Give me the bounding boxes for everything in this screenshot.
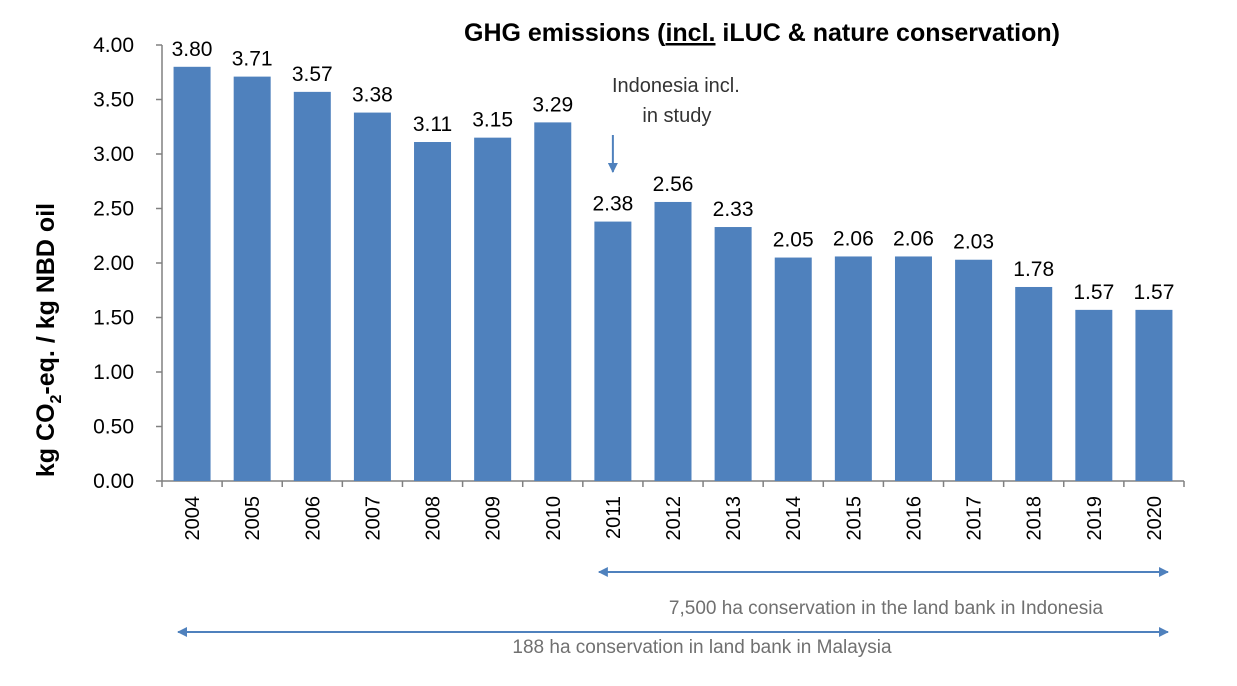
data-label: 3.57	[292, 63, 333, 86]
y-axis-label-prefix: kg CO	[32, 403, 60, 477]
x-tick-label: 2013	[723, 496, 745, 541]
bar	[774, 257, 812, 481]
x-tick-label: 2015	[843, 496, 865, 541]
x-tick-label: 2019	[1084, 496, 1106, 541]
data-label: 2.03	[953, 231, 994, 254]
bar	[534, 122, 572, 481]
data-labels-group: 3.80 3.71 3.57 3.38 3.11 3.15 3.29 2.38 2.56 2.33…	[172, 38, 1175, 304]
data-label: 1.57	[1073, 281, 1114, 304]
data-label: 3.71	[232, 48, 273, 71]
bar	[293, 91, 331, 482]
y-axis-label: kg CO2-eq. / kg NBD oil	[32, 203, 65, 477]
bar	[474, 137, 512, 481]
bar	[233, 76, 271, 482]
data-label: 2.56	[653, 173, 694, 196]
annotations-group: Indonesia incl. in study 7,500 ha conserva…	[177, 75, 1169, 658]
bar	[1075, 309, 1113, 481]
bar	[714, 227, 752, 481]
range-label: 188 ha conservation in land bank in Mala…	[512, 637, 892, 658]
bar	[414, 142, 452, 481]
data-label: 2.38	[592, 193, 633, 216]
y-axis-label-subscript: 2	[48, 394, 65, 403]
y-tick-label: 3.00	[93, 143, 134, 166]
x-tick-label: 2011	[603, 496, 625, 539]
data-label: 2.06	[893, 227, 934, 250]
data-label: 2.05	[773, 229, 814, 252]
x-tick-label: 2007	[362, 496, 384, 541]
y-axis-label-suffix: -eq. / kg NBD oil	[32, 203, 60, 395]
x-tick-label: 2006	[302, 496, 324, 541]
bar	[353, 112, 391, 481]
x-tick-label: 2014	[783, 496, 805, 541]
chart-title-underlined: incl.	[665, 19, 715, 47]
y-tick-label: 0.50	[93, 416, 134, 439]
y-tick-label: 1.50	[93, 307, 134, 330]
y-tick-label: 2.00	[93, 252, 134, 275]
bar	[594, 221, 632, 481]
bar	[894, 256, 932, 481]
x-tick-label: 2020	[1144, 496, 1166, 541]
x-tick-label: 2010	[543, 496, 565, 541]
y-tick-label: 2.50	[93, 198, 134, 221]
x-tick-label: 2009	[483, 496, 505, 540]
y-tick-labels-group: 0.00 0.50 1.00 1.50 2.00 2.50 3.00 3.50 4.00	[93, 34, 134, 493]
data-label: 3.11	[413, 113, 452, 136]
data-label: 3.29	[532, 93, 573, 116]
y-tick-label: 0.00	[93, 470, 134, 493]
chart-title: GHG emissions (incl. iLUC & nature conse…	[464, 19, 1060, 47]
x-tick-label: 2005	[242, 496, 264, 541]
data-label: 1.78	[1013, 258, 1054, 281]
chart-title-end: iLUC & nature conservation)	[715, 19, 1060, 47]
y-tick-label: 3.50	[93, 89, 134, 112]
data-label: 3.80	[172, 38, 213, 61]
y-tick-label: 1.00	[93, 361, 134, 384]
x-tick-label: 2016	[903, 496, 925, 541]
annotation-text: Indonesia incl.	[612, 75, 740, 97]
x-tick-label: 2004	[182, 496, 204, 541]
bar	[654, 201, 692, 481]
annotation-text: in study	[642, 105, 711, 127]
x-tick-label: 2008	[423, 496, 445, 541]
bar	[834, 256, 872, 481]
chart-title-start: GHG emissions (	[464, 19, 666, 47]
bar	[955, 259, 993, 481]
data-label: 3.15	[472, 109, 513, 132]
data-label: 1.57	[1134, 281, 1175, 304]
x-tick-label: 2018	[1024, 496, 1046, 541]
y-tick-label: 4.00	[93, 34, 134, 57]
bar	[1135, 309, 1173, 481]
data-label: 2.06	[833, 227, 874, 250]
x-tick-labels-group: 2004 2005 2006 2007 2008 2009 2010 2011 2012 2013…	[182, 496, 1166, 541]
data-label: 3.38	[352, 84, 393, 107]
bar	[173, 66, 211, 482]
bar	[1015, 286, 1053, 481]
x-tick-label: 2017	[964, 496, 986, 541]
data-label: 2.33	[713, 198, 754, 221]
range-label: 7,500 ha conservation in the land bank i…	[669, 598, 1104, 619]
bars-group	[173, 66, 1173, 482]
x-tick-label: 2012	[663, 496, 685, 541]
